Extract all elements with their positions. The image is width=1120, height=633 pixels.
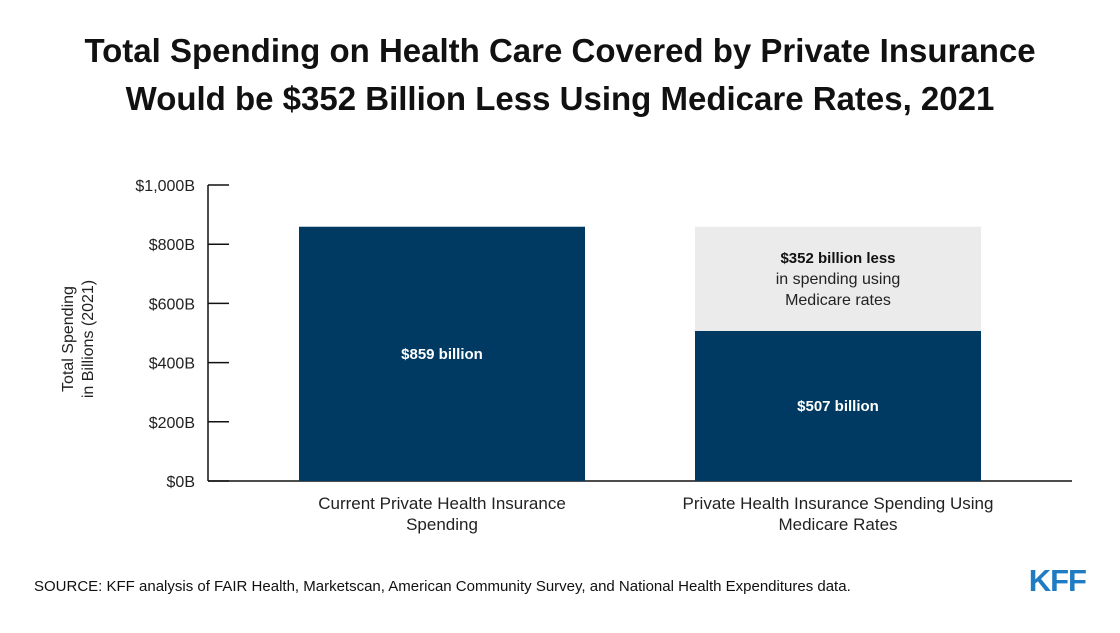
category-label-line: Medicare Rates [778, 515, 897, 534]
source-note: SOURCE: KFF analysis of FAIR Health, Mar… [34, 578, 851, 595]
bar-annotation-line: Medicare rates [785, 292, 891, 309]
bar-segment [695, 330, 981, 481]
category-label-line: Spending [406, 515, 478, 534]
bar-segment [695, 226, 981, 331]
category-label-line: Current Private Health Insurance [318, 494, 566, 513]
bar-annotation-line: $352 billion less [780, 250, 895, 267]
y-tick-label: $800B [149, 237, 195, 254]
y-tick-label: $1,000B [135, 178, 195, 195]
y-tick-label: $400B [149, 356, 195, 373]
chart-title-line: Would be $352 Billion Less Using Medicar… [126, 80, 995, 117]
y-axis-label: Total Spending in Billions (2021) [60, 280, 97, 398]
y-tick-label: $600B [149, 296, 195, 313]
y-tick-label: $200B [149, 415, 195, 432]
chart-title: Total Spending on Health Care Covered by… [84, 32, 1035, 117]
category-labels: Current Private Health Insurance Spending… [318, 494, 993, 534]
kff-logo: KFF [1029, 563, 1086, 598]
chart-title-line: Total Spending on Health Care Covered by… [84, 32, 1035, 69]
y-axis-label-line: Total Spending [60, 286, 77, 392]
category-label-line: Private Health Insurance Spending Using [683, 494, 994, 513]
bar-annotation-line: in spending using [776, 271, 901, 288]
bar-segment [299, 226, 585, 481]
bar-value-label: $507 billion [797, 398, 879, 415]
y-tick-label: $0B [167, 474, 195, 491]
bar-value-label: $859 billion [401, 346, 483, 363]
bars: $859 billion $507 billion $352 billion les… [299, 226, 981, 481]
y-axis-label-line: in Billions (2021) [80, 280, 97, 398]
